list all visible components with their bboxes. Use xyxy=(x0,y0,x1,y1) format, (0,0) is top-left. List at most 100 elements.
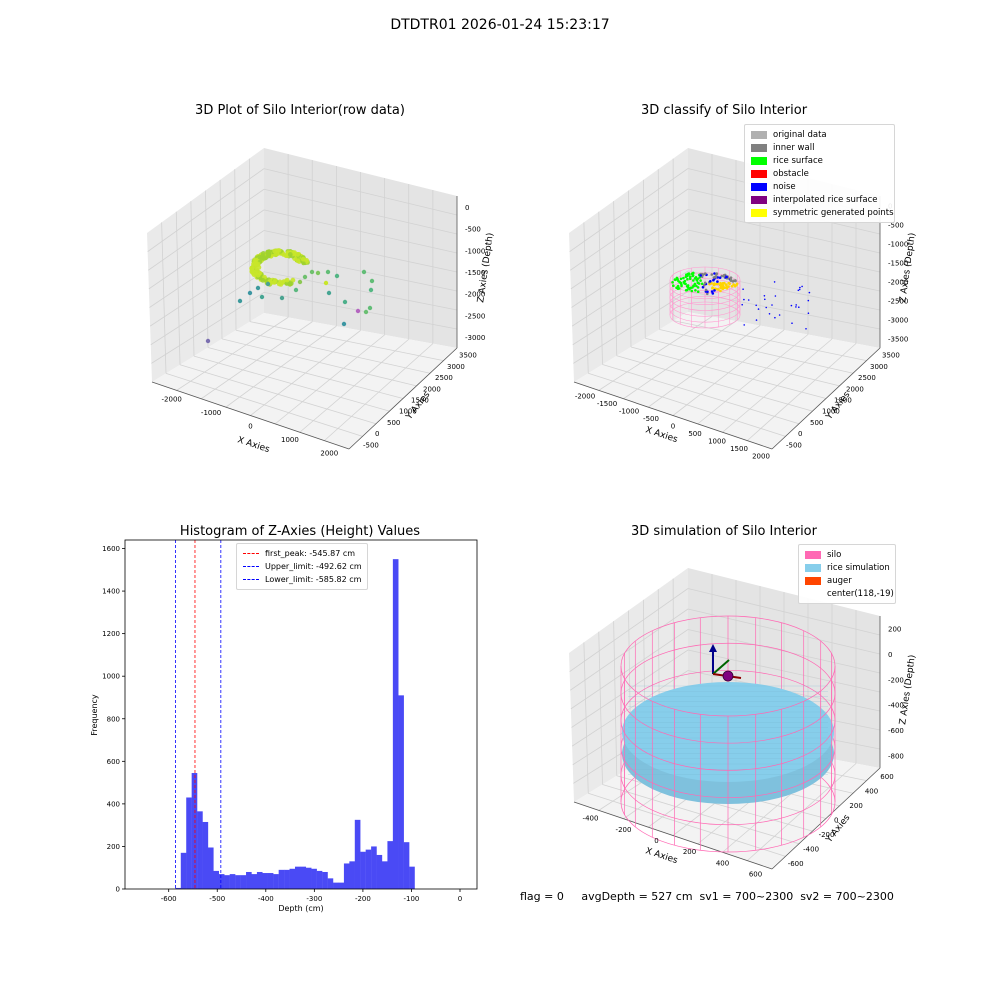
z-tick-label: -1000 xyxy=(888,241,908,249)
legend-entry: silo xyxy=(805,548,889,561)
classified-point xyxy=(695,278,699,282)
classified-point xyxy=(704,288,708,292)
gridline xyxy=(263,168,458,216)
classified-point xyxy=(671,281,674,284)
histogram-bar xyxy=(213,870,220,889)
panel4-x-ticks: -400 -200 0 200 400 600 xyxy=(583,815,763,879)
z-tick-label: -1500 xyxy=(888,260,908,268)
panel4-z-axis-label: Z Axies (Depth) xyxy=(898,654,918,725)
data-point xyxy=(256,265,262,270)
legend-label: interpolated rice surface xyxy=(773,194,878,205)
noise-point xyxy=(763,295,766,297)
data-point xyxy=(266,252,272,257)
x-tick-label: -2000 xyxy=(575,393,595,401)
z-tick-label: 0 xyxy=(888,651,892,659)
noise-point xyxy=(798,306,800,309)
histogram-bar xyxy=(284,869,290,889)
data-point xyxy=(260,277,266,283)
data-point xyxy=(257,270,263,276)
classified-point xyxy=(676,287,680,291)
y-tick-label: -500 xyxy=(786,441,802,449)
gridline xyxy=(687,608,881,655)
classified-point xyxy=(679,277,683,281)
gridline xyxy=(570,209,689,290)
noise-point xyxy=(790,304,793,307)
histogram-bar xyxy=(392,559,399,889)
data-point xyxy=(367,305,373,311)
panel2-legend: original data inner wall rice surface obsta… xyxy=(744,124,895,223)
classified-point xyxy=(688,273,691,276)
legend-label: Upper_limit: -492.62 cm xyxy=(265,562,362,571)
classified-point xyxy=(696,290,700,294)
histogram-bar xyxy=(300,866,307,889)
panel1-y-axis-label: Y Axies xyxy=(404,390,433,423)
y-tick-label: 0 xyxy=(375,430,379,438)
legend-line xyxy=(243,553,259,554)
data-point xyxy=(281,252,287,257)
classified-point xyxy=(699,274,702,277)
panel4-z-ticks: 200 0 -200 -400 -600 -800 xyxy=(888,626,904,761)
data-point xyxy=(355,308,361,314)
panel1-y-ticks: -500 0 500 1000 1500 2000 2500 3000 3500 xyxy=(363,352,477,450)
noise-point xyxy=(795,304,797,306)
data-point xyxy=(279,295,285,301)
y-tick-label: 0 xyxy=(116,886,120,894)
data-point xyxy=(334,273,340,279)
legend-swatch xyxy=(751,169,767,178)
data-point xyxy=(361,269,367,275)
classified-point xyxy=(684,289,688,292)
histogram-bar xyxy=(387,841,394,889)
data-point xyxy=(276,248,282,253)
gridline xyxy=(249,321,444,362)
histogram-bar xyxy=(273,874,279,889)
gridline xyxy=(687,229,881,273)
classified-point xyxy=(710,273,714,276)
legend-swatch xyxy=(751,130,767,139)
y-tick-label: -500 xyxy=(363,441,379,449)
panel4-title: 3D simulation of Silo Interior xyxy=(631,524,817,539)
classified-point xyxy=(734,279,737,282)
data-point xyxy=(265,281,271,287)
gridline xyxy=(687,588,881,636)
histogram-bar xyxy=(338,882,345,889)
auger-center-marker xyxy=(722,670,734,682)
histogram-bar xyxy=(267,873,274,889)
x-tick-label: 2000 xyxy=(320,449,338,457)
y-tick-label: 1500 xyxy=(834,397,852,405)
legend-entry: inner wall xyxy=(751,141,888,154)
y-tick-label: -400 xyxy=(803,845,819,853)
data-point xyxy=(259,294,265,300)
gridline xyxy=(324,343,434,441)
histogram-reference-lines xyxy=(175,540,222,889)
legend-entry: obstacle xyxy=(751,167,888,180)
x-tick-label: 0 xyxy=(458,895,462,903)
data-point xyxy=(309,269,315,275)
classified-point xyxy=(725,287,729,290)
classified-point xyxy=(718,276,722,280)
panel4-silo-wireframe-front xyxy=(620,665,836,853)
panel4-legend: silo rice simulation auger center(118,-19) xyxy=(798,544,896,604)
classified-point xyxy=(695,284,698,288)
gridline xyxy=(722,338,833,433)
classified-point xyxy=(714,275,718,279)
legend-label: first_peak: -545.87 cm xyxy=(265,549,356,558)
classified-point xyxy=(682,280,686,284)
classified-point xyxy=(729,276,733,280)
classified-point xyxy=(684,282,687,286)
classified-point xyxy=(713,272,716,275)
noise-point xyxy=(743,298,745,301)
gridline xyxy=(570,188,689,271)
gridline xyxy=(147,168,265,252)
z-tick-label: -3000 xyxy=(888,317,908,325)
noise-point xyxy=(764,298,766,301)
histogram-bar xyxy=(186,797,192,889)
classified-point xyxy=(700,282,704,286)
data-point xyxy=(287,252,293,257)
classified-point xyxy=(677,279,680,283)
classified-point xyxy=(686,277,689,281)
x-tick-label: -400 xyxy=(258,895,274,903)
classified-point xyxy=(721,284,725,288)
y-tick-label: 600 xyxy=(880,773,893,781)
data-point xyxy=(323,280,329,286)
gridline xyxy=(569,168,689,252)
